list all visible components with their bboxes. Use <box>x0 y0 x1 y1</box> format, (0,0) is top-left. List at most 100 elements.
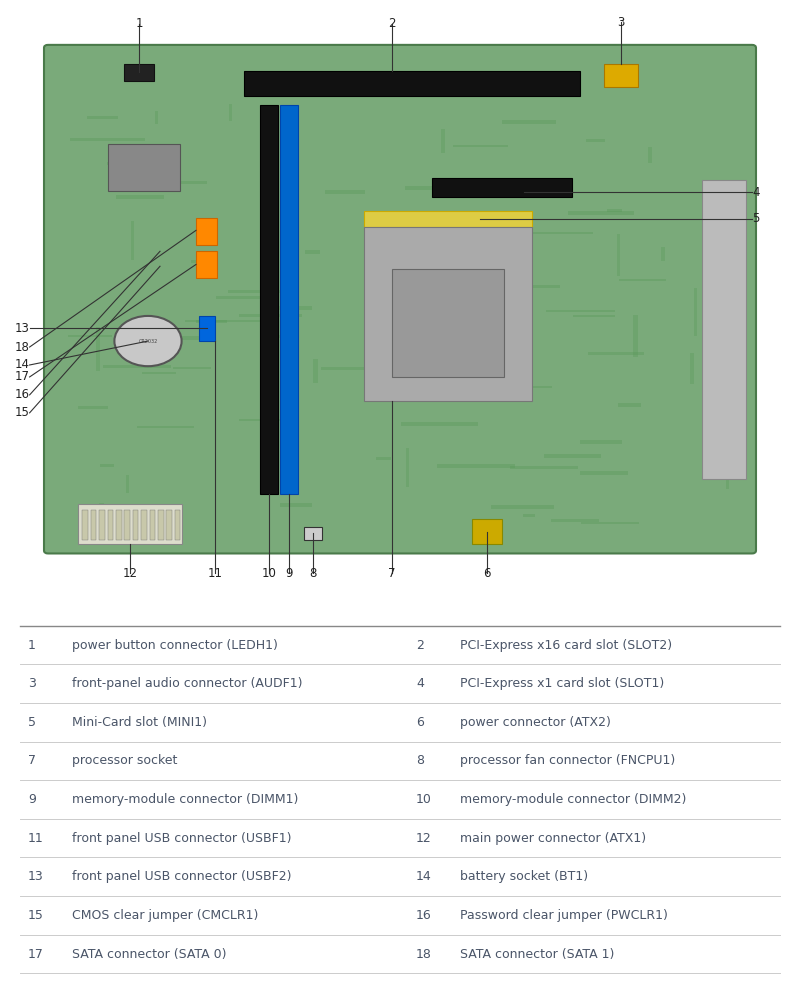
Bar <box>175 510 181 540</box>
Text: 8: 8 <box>416 755 424 767</box>
Text: 3: 3 <box>617 16 625 29</box>
Text: 2: 2 <box>416 639 424 652</box>
Bar <box>442 130 446 153</box>
Bar <box>517 192 538 195</box>
Bar <box>368 385 430 387</box>
Bar <box>99 510 105 540</box>
FancyBboxPatch shape <box>44 45 756 554</box>
Text: 4: 4 <box>752 186 759 199</box>
Bar <box>472 519 502 545</box>
Bar <box>550 518 599 522</box>
Bar <box>437 464 515 468</box>
Bar <box>265 287 268 329</box>
Text: front-panel audio connector (AUDF1): front-panel audio connector (AUDF1) <box>72 677 302 690</box>
Bar <box>87 117 118 120</box>
Bar <box>260 105 278 494</box>
Bar <box>229 104 232 122</box>
Bar <box>580 471 628 475</box>
Bar <box>78 503 182 545</box>
Bar <box>158 336 201 340</box>
Bar <box>523 514 535 517</box>
Text: 3: 3 <box>28 677 36 690</box>
Text: 7: 7 <box>28 755 36 767</box>
Bar <box>199 315 215 341</box>
Text: 7: 7 <box>388 567 396 580</box>
Text: 18: 18 <box>14 340 30 353</box>
Text: 5: 5 <box>28 716 36 729</box>
Bar <box>314 359 318 383</box>
Text: 11: 11 <box>28 832 44 845</box>
Text: Password clear jumper (PWCLR1): Password clear jumper (PWCLR1) <box>460 909 668 922</box>
Bar <box>228 291 283 293</box>
Bar <box>491 505 554 509</box>
Text: 12: 12 <box>416 832 432 845</box>
Bar <box>460 331 481 334</box>
Bar <box>141 510 146 540</box>
Bar <box>91 510 97 540</box>
Circle shape <box>114 315 182 366</box>
Text: CR2032: CR2032 <box>138 338 158 343</box>
Bar <box>662 247 665 261</box>
Bar <box>406 448 409 488</box>
Bar <box>107 510 114 540</box>
Bar <box>264 111 267 151</box>
Text: processor fan connector (FNCPU1): processor fan connector (FNCPU1) <box>460 755 675 767</box>
Bar <box>117 196 164 199</box>
Bar <box>124 64 154 81</box>
Text: Mini-Card slot (MINI1): Mini-Card slot (MINI1) <box>72 716 207 729</box>
Text: memory-module connector (DIMM1): memory-module connector (DIMM1) <box>72 793 298 806</box>
Bar <box>606 209 622 212</box>
Bar <box>573 315 615 317</box>
Text: power connector (ATX2): power connector (ATX2) <box>460 716 611 729</box>
Bar <box>239 314 302 316</box>
Bar <box>690 353 694 384</box>
Text: 6: 6 <box>483 567 491 580</box>
Text: 16: 16 <box>14 389 30 402</box>
Bar <box>78 406 109 408</box>
Bar <box>269 335 294 338</box>
Bar <box>116 510 122 540</box>
Bar <box>702 180 746 479</box>
Bar <box>618 404 642 407</box>
Bar <box>125 510 130 540</box>
Bar <box>107 161 149 165</box>
Bar <box>546 311 615 313</box>
Bar <box>108 143 180 192</box>
Bar <box>429 327 433 341</box>
Bar <box>322 367 378 370</box>
Text: 11: 11 <box>208 567 222 580</box>
Text: 9: 9 <box>285 567 293 580</box>
Text: 4: 4 <box>416 677 424 690</box>
Bar <box>280 503 312 507</box>
Bar <box>582 522 639 524</box>
Bar <box>196 251 217 278</box>
Bar <box>619 279 666 281</box>
Bar <box>305 250 320 254</box>
Bar <box>544 454 602 458</box>
Bar <box>186 320 261 322</box>
Bar <box>376 457 390 460</box>
Bar <box>196 319 227 322</box>
Text: 18: 18 <box>416 947 432 960</box>
Bar <box>405 186 473 190</box>
Bar <box>586 139 605 142</box>
Bar <box>648 147 652 163</box>
Bar <box>588 352 644 355</box>
Bar <box>694 289 697 336</box>
Bar <box>424 287 465 288</box>
Text: 9: 9 <box>28 793 36 806</box>
Text: memory-module connector (DIMM2): memory-module connector (DIMM2) <box>460 793 686 806</box>
Text: 2: 2 <box>388 18 396 31</box>
Bar <box>82 510 88 540</box>
Bar <box>510 466 578 469</box>
Bar <box>568 212 634 216</box>
Bar <box>407 398 465 401</box>
Text: SATA connector (SATA 1): SATA connector (SATA 1) <box>460 947 614 960</box>
Text: main power connector (ATX1): main power connector (ATX1) <box>460 832 646 845</box>
Bar <box>401 422 478 426</box>
Text: 12: 12 <box>123 567 138 580</box>
Text: 13: 13 <box>14 322 30 335</box>
Bar <box>392 269 504 377</box>
Bar <box>70 138 145 140</box>
Bar <box>154 111 158 125</box>
